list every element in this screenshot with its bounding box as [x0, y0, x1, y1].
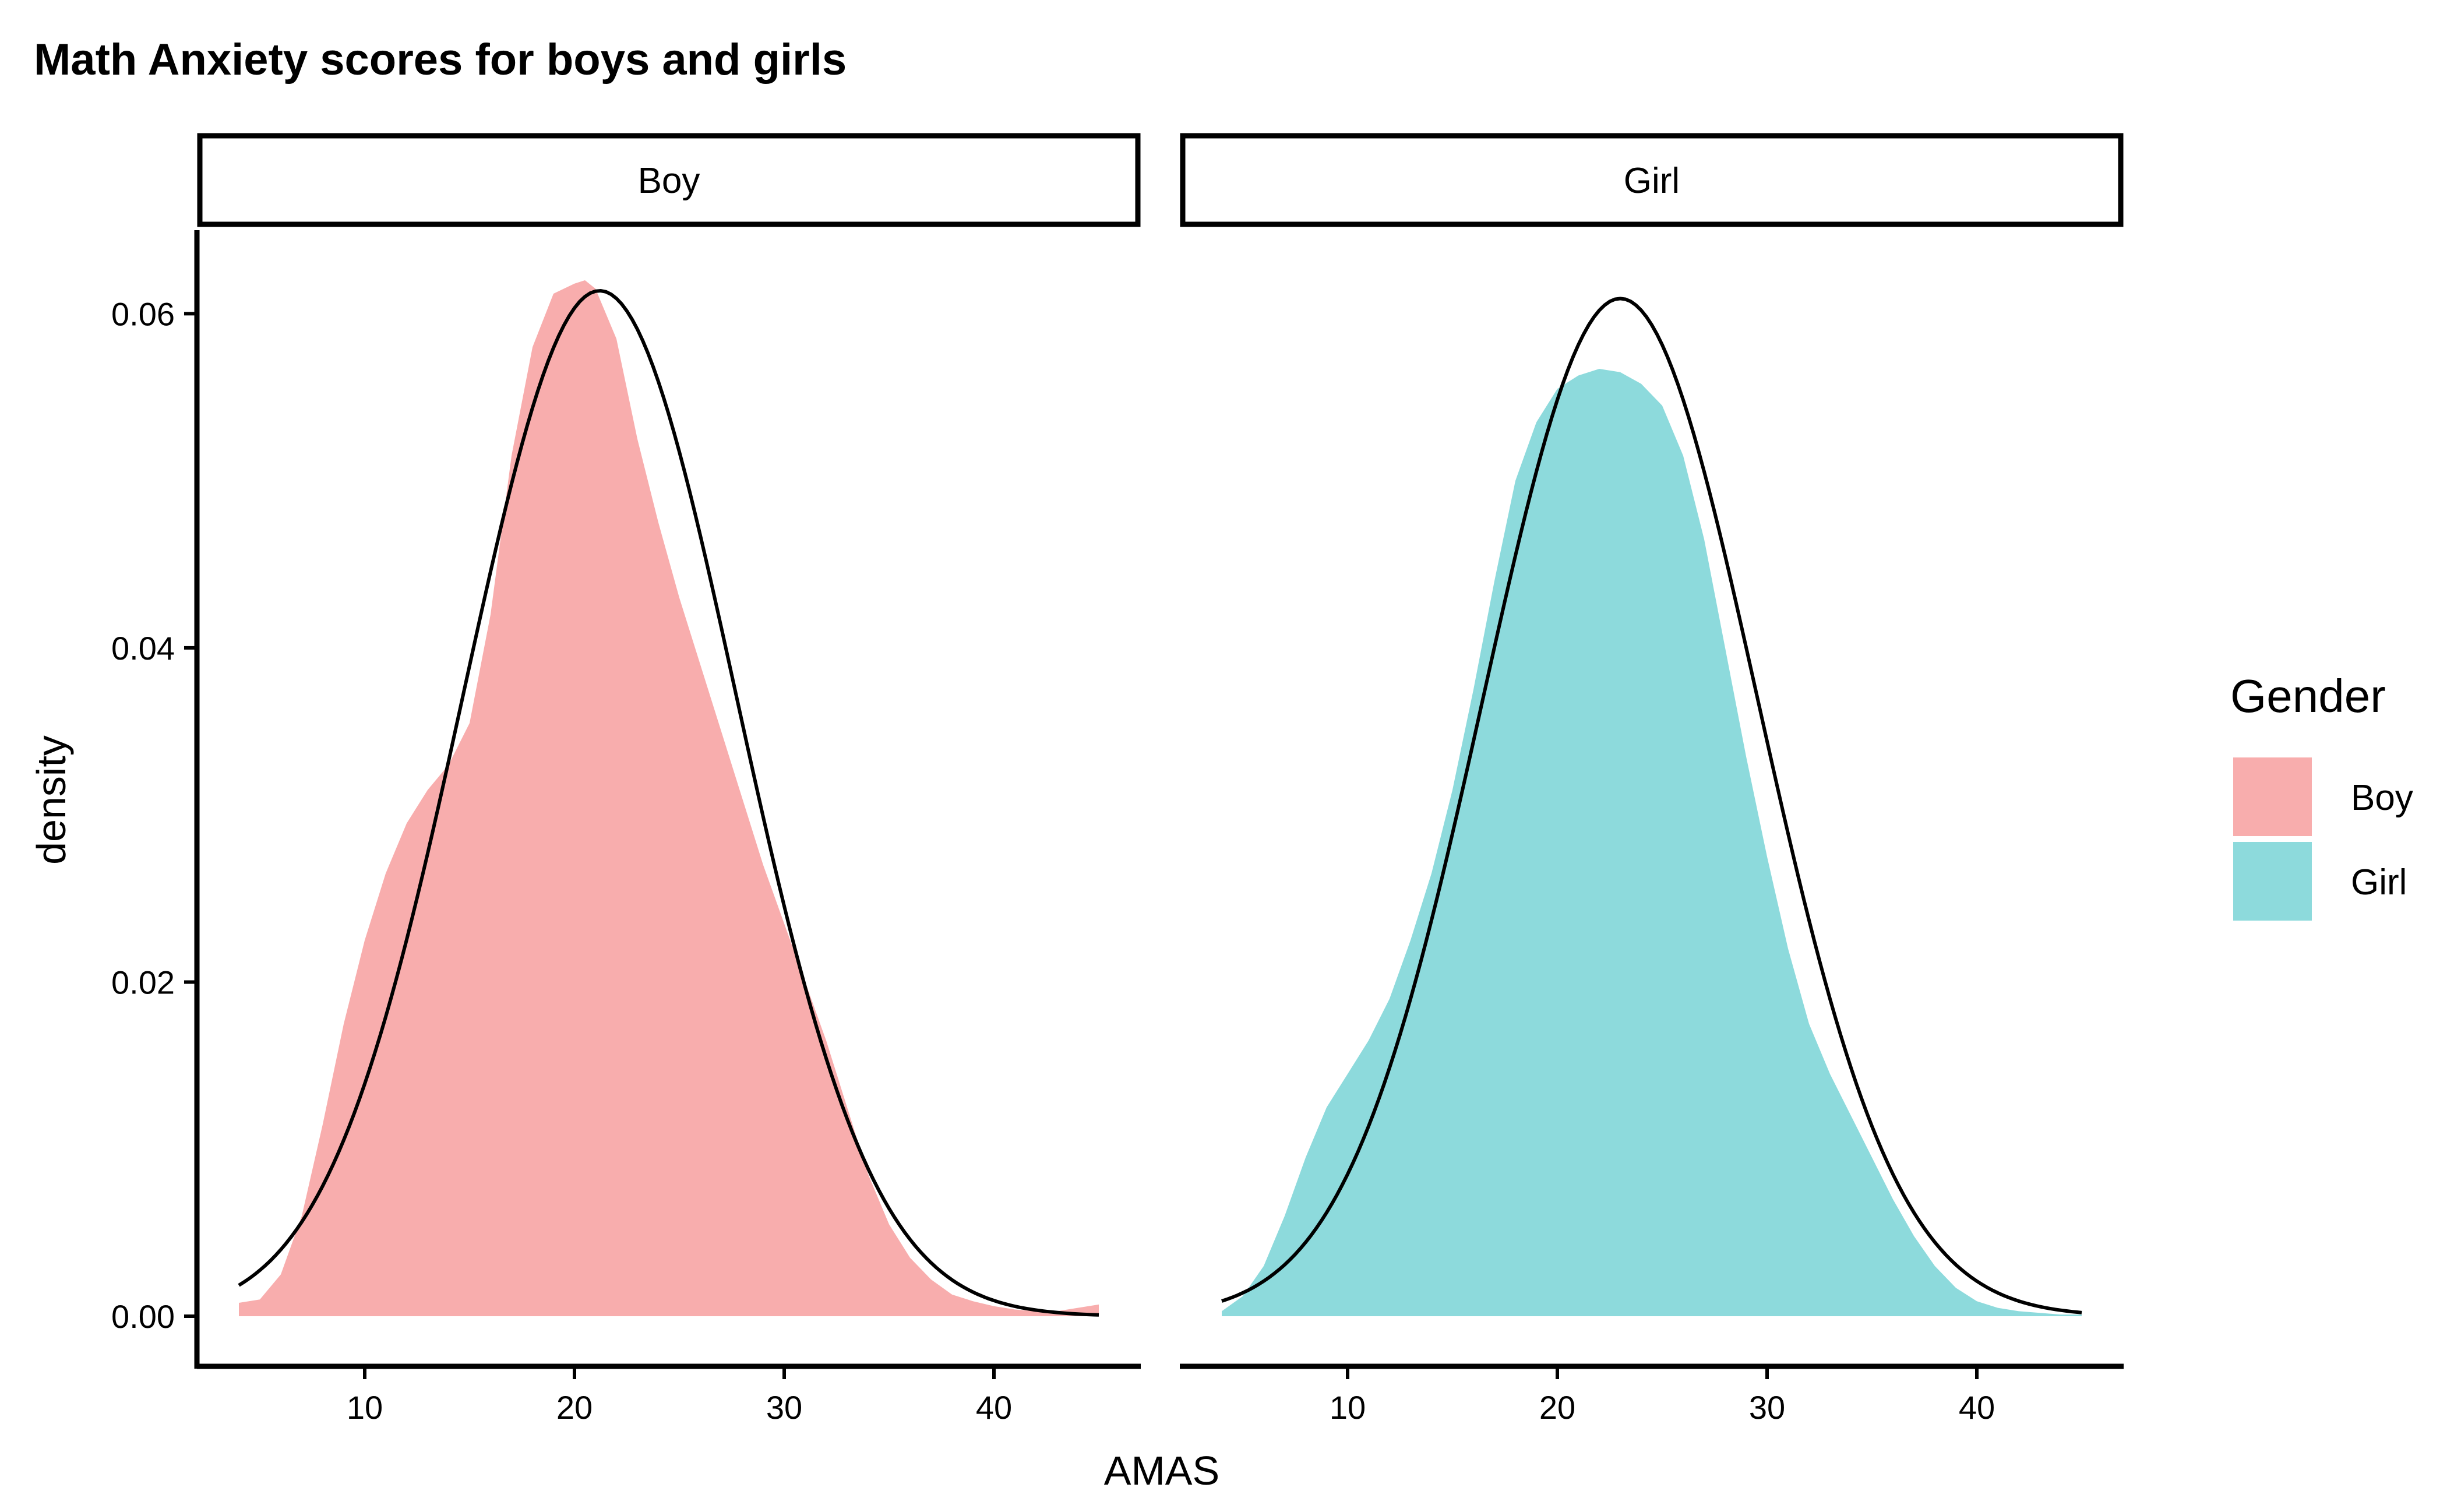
strip-boy — [197, 133, 1141, 227]
facet-panels: Boy 10 20 30 40 0.00 0.02 0.04 0.06 Girl 10 20 30 40 — [111, 133, 2124, 1426]
x-tick-label-girl-10: 10 — [1330, 1389, 1366, 1426]
legend-key-girl — [2233, 842, 2312, 921]
y-tick-label-1: 0.02 — [111, 964, 175, 1000]
x-tick-label-boy-20: 20 — [556, 1389, 593, 1426]
strip-label-boy: Boy — [638, 161, 700, 201]
x-tick-label-boy-30: 30 — [766, 1389, 802, 1426]
density-area-girl — [1222, 369, 2082, 1316]
y-tick-label-2: 0.04 — [111, 630, 175, 667]
panel-girl: Girl 10 20 30 40 — [1180, 133, 2124, 1426]
strip-label-girl: Girl — [1624, 161, 1680, 201]
legend-items: Boy Girl — [2233, 757, 2413, 921]
x-tick-label-boy-40: 40 — [976, 1389, 1012, 1426]
x-axis-title: AMAS — [1104, 1448, 1219, 1493]
panel-boy: Boy 10 20 30 40 0.00 0.02 0.04 0.06 — [111, 133, 1141, 1426]
legend-label-boy: Boy — [2351, 778, 2413, 818]
density-area-boy — [239, 280, 1099, 1316]
legend: Gender Boy Girl — [2230, 670, 2413, 921]
x-tick-label-girl-20: 20 — [1539, 1389, 1575, 1426]
x-tick-label-boy-10: 10 — [347, 1389, 383, 1426]
legend-title: Gender — [2230, 670, 2386, 722]
y-tick-label-0: 0.00 — [111, 1298, 175, 1335]
y-axis-title: density — [29, 735, 74, 865]
legend-key-boy — [2233, 757, 2312, 836]
x-tick-label-girl-30: 30 — [1749, 1389, 1785, 1426]
strip-girl — [1180, 133, 2124, 227]
x-tick-label-girl-40: 40 — [1959, 1389, 1995, 1426]
normal-curve-boy — [238, 288, 1099, 1317]
normal-curve-girl — [1221, 297, 2082, 1314]
chart-title: Math Anxiety scores for boys and girls — [34, 35, 847, 84]
legend-label-girl: Girl — [2351, 862, 2407, 903]
y-tick-label-3: 0.06 — [111, 295, 175, 332]
